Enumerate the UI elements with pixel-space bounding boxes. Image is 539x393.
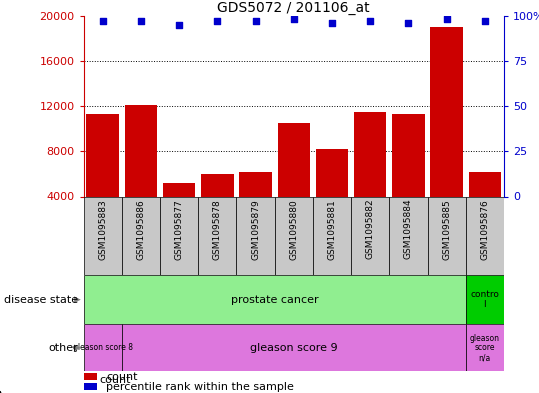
Bar — [466, 196, 504, 275]
Point — [404, 20, 413, 26]
Bar — [84, 324, 122, 371]
Point — [481, 18, 489, 24]
Text: GSM1095876: GSM1095876 — [480, 199, 489, 260]
Bar — [198, 196, 237, 275]
Point — [289, 16, 298, 22]
Text: GSM1095878: GSM1095878 — [213, 199, 222, 260]
Bar — [316, 149, 348, 196]
Text: gleason
score
n/a: gleason score n/a — [470, 334, 500, 362]
Bar — [239, 172, 272, 196]
Bar — [278, 123, 310, 196]
Text: GSM1095880: GSM1095880 — [289, 199, 298, 260]
Point — [98, 18, 107, 24]
Text: disease state: disease state — [4, 295, 78, 305]
Bar — [84, 196, 122, 275]
Point — [443, 16, 451, 22]
Text: percentile rank within the sample: percentile rank within the sample — [106, 382, 294, 391]
Point — [136, 18, 145, 24]
Text: GSM1095879: GSM1095879 — [251, 199, 260, 260]
Bar — [201, 174, 233, 196]
Bar — [392, 114, 425, 196]
Bar — [313, 196, 351, 275]
Text: GSM1095885: GSM1095885 — [442, 199, 451, 260]
Point — [213, 18, 222, 24]
Text: count: count — [106, 372, 137, 382]
Text: gleason score 9: gleason score 9 — [250, 343, 337, 353]
Bar — [160, 196, 198, 275]
Point — [328, 20, 336, 26]
Point — [175, 22, 183, 28]
Bar — [431, 27, 463, 196]
Text: GSM1095881: GSM1095881 — [328, 199, 336, 260]
Text: GSM1095883: GSM1095883 — [98, 199, 107, 260]
Bar — [84, 383, 97, 390]
Bar — [86, 114, 119, 196]
Point — [251, 18, 260, 24]
Bar — [389, 196, 427, 275]
Bar — [466, 275, 504, 324]
Text: contro
l: contro l — [471, 290, 499, 309]
Title: GDS5072 / 201106_at: GDS5072 / 201106_at — [217, 1, 370, 15]
Text: count: count — [100, 375, 131, 385]
Bar — [237, 196, 275, 275]
Bar — [125, 105, 157, 196]
Point — [366, 18, 375, 24]
Bar — [468, 172, 501, 196]
Text: GSM1095884: GSM1095884 — [404, 199, 413, 259]
Bar — [122, 196, 160, 275]
Text: gleason score 8: gleason score 8 — [73, 343, 133, 352]
Bar — [466, 324, 504, 371]
Text: GSM1095877: GSM1095877 — [175, 199, 184, 260]
Bar — [122, 324, 466, 371]
Bar — [163, 183, 195, 196]
Bar — [351, 196, 389, 275]
Bar — [354, 112, 386, 196]
Bar — [275, 196, 313, 275]
Text: prostate cancer: prostate cancer — [231, 295, 319, 305]
Bar — [427, 196, 466, 275]
Bar — [84, 373, 97, 380]
Text: other: other — [49, 343, 78, 353]
Text: GSM1095882: GSM1095882 — [365, 199, 375, 259]
Text: GSM1095886: GSM1095886 — [136, 199, 146, 260]
